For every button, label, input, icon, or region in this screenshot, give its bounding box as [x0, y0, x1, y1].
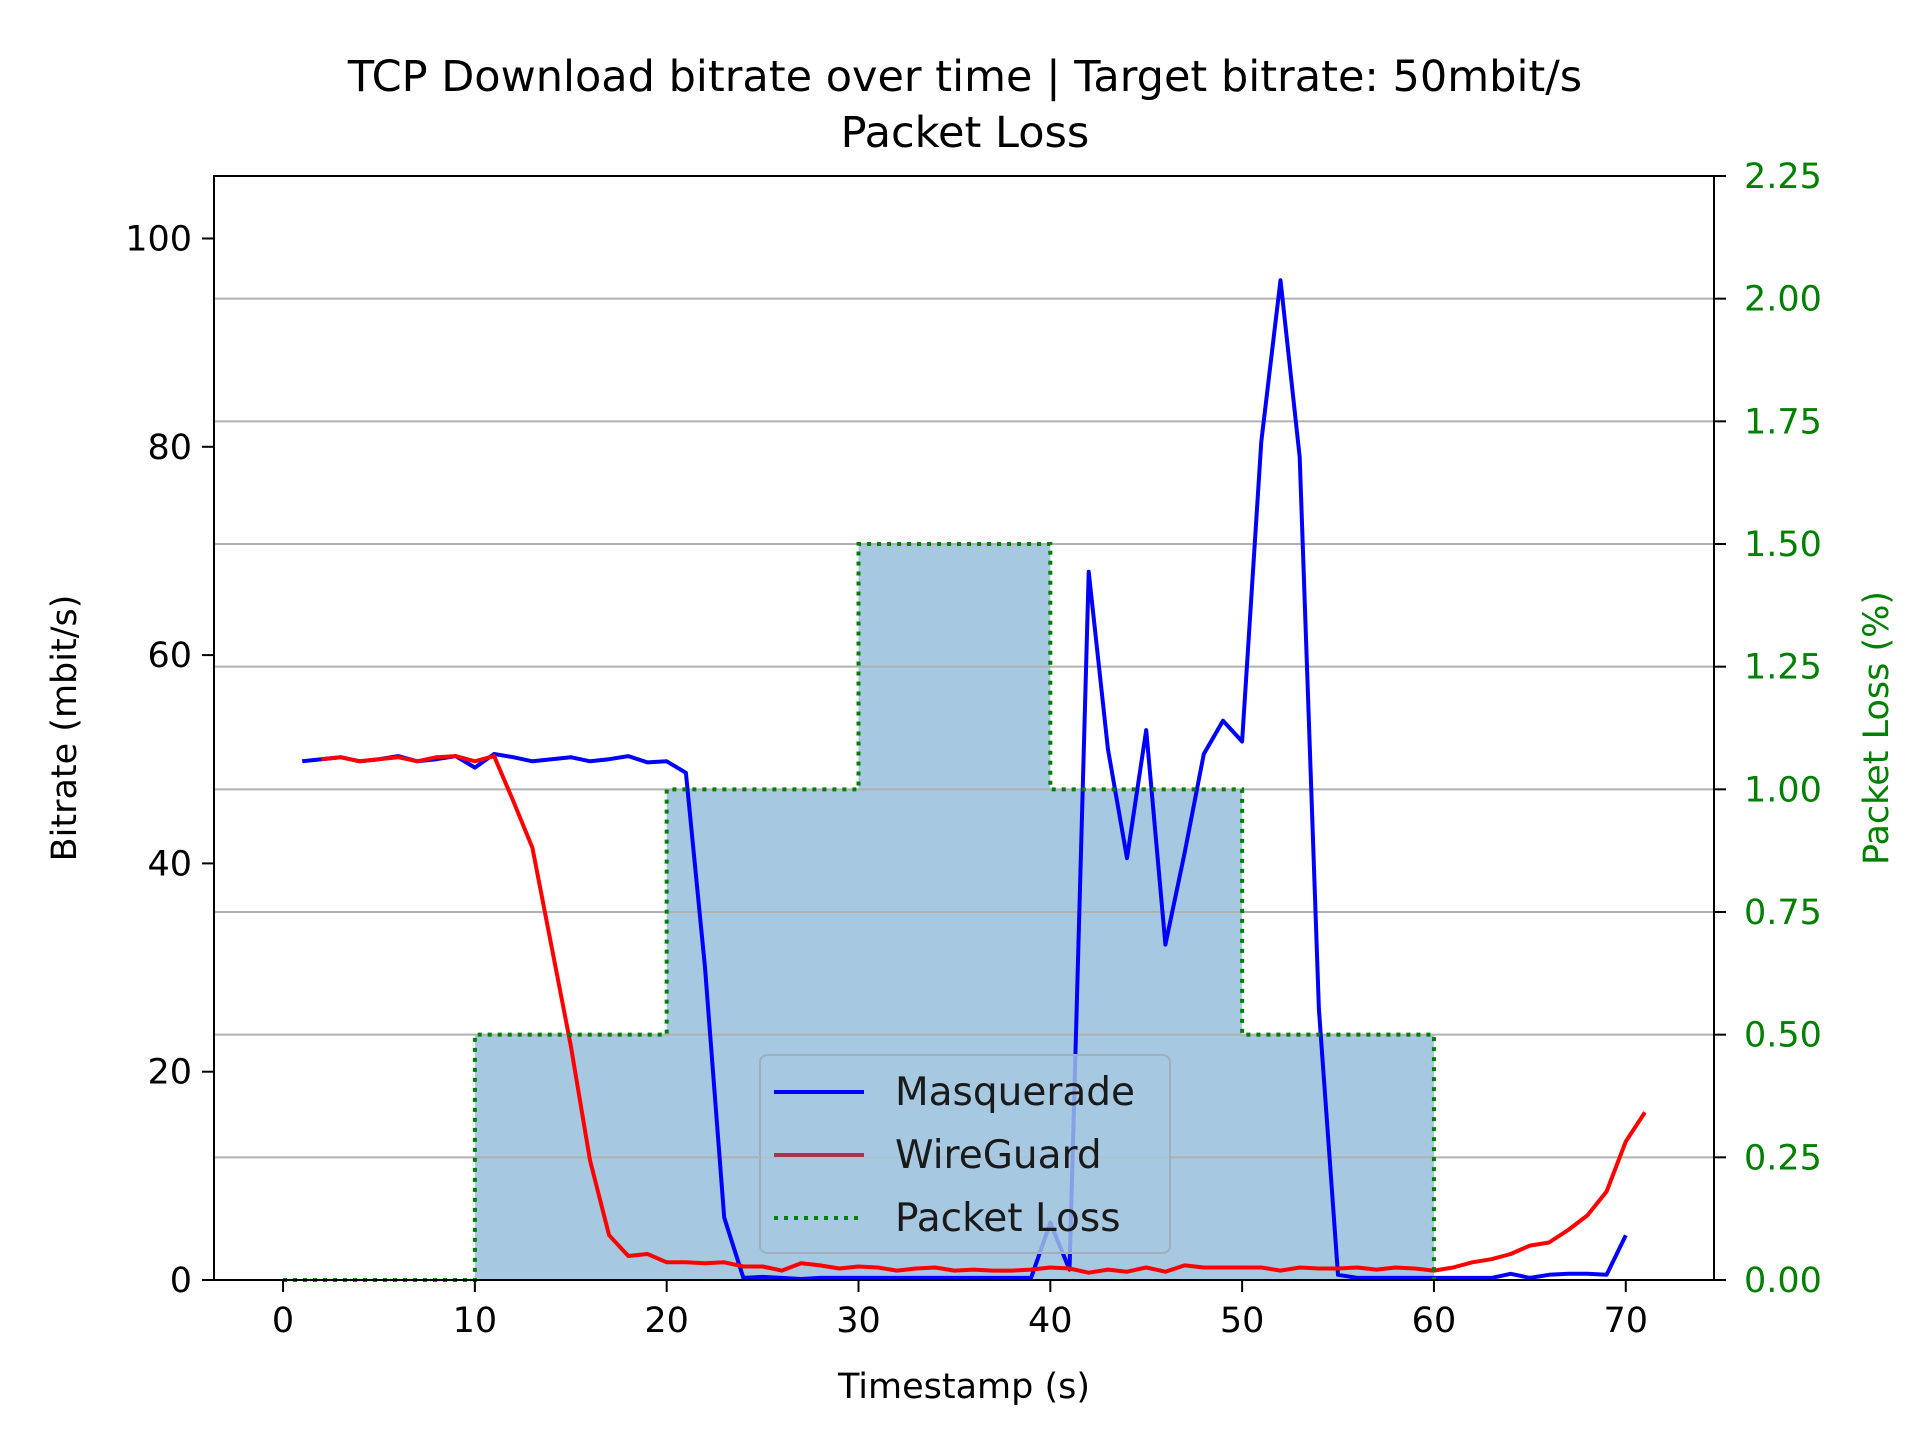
- y-axis-label: Bitrate (mbit/s): [45, 595, 85, 862]
- x-tick-label: 0: [272, 1301, 294, 1341]
- legend-label-masquerade: Masquerade: [895, 1070, 1135, 1115]
- y-tick-label: 20: [147, 1053, 192, 1093]
- legend: Masquerade WireGuard Packet Loss: [759, 1054, 1171, 1254]
- ticks-layer: 0 10 20 30 40 50 60 70 0 20 40 60 80 100 0.00 0.25 0.50 0…: [125, 157, 1822, 1341]
- x-tick-label: 40: [1028, 1301, 1073, 1341]
- legend-label-packet-loss: Packet Loss: [895, 1196, 1121, 1241]
- legend-box: [759, 1054, 1171, 1254]
- series-line-wireguard: [321, 754, 1647, 1275]
- y-tick-label: 100: [125, 219, 192, 259]
- x-tick-label: 60: [1412, 1301, 1457, 1341]
- x-tick-label: 30: [836, 1301, 881, 1341]
- y2-tick-label: 0.25: [1744, 1138, 1822, 1178]
- axes-layer: [213, 175, 1715, 1281]
- y2-tick-label: 0.50: [1744, 1016, 1822, 1056]
- x-axis-label: Timestamp (s): [837, 1367, 1090, 1407]
- chart-title: TCP Download bitrate over time | Target …: [347, 52, 1582, 102]
- x-tick-label: 50: [1220, 1301, 1265, 1341]
- series-line-packet-loss: [283, 542, 1436, 1282]
- legend-label-wireguard: WireGuard: [895, 1133, 1102, 1178]
- y-tick-label: 40: [147, 844, 192, 884]
- plot-frame: [213, 175, 1715, 1281]
- y2-tick-label: 1.75: [1744, 402, 1822, 442]
- y2-tick-label: 0.75: [1744, 893, 1822, 933]
- y2-tick-label: 2.25: [1744, 157, 1822, 197]
- series-line-masquerade: [301, 278, 1628, 1281]
- y-tick-label: 80: [147, 428, 192, 468]
- y2-tick-label: 0.00: [1744, 1261, 1822, 1301]
- chart-subtitle: Packet Loss: [841, 108, 1090, 158]
- y-tick-label: 0: [170, 1261, 192, 1301]
- x-tick-label: 70: [1603, 1301, 1648, 1341]
- y2-tick-label: 2.00: [1744, 280, 1822, 320]
- y2-tick-label: 1.25: [1744, 648, 1822, 688]
- x-tick-label: 10: [453, 1301, 498, 1341]
- y-tick-label: 60: [147, 636, 192, 676]
- series-layer: [283, 278, 1647, 1282]
- y2-axis-label: Packet Loss (%): [1857, 591, 1897, 865]
- y2-tick-label: 1.00: [1744, 770, 1822, 810]
- y2-tick-label: 1.50: [1744, 525, 1822, 565]
- x-tick-label: 20: [644, 1301, 689, 1341]
